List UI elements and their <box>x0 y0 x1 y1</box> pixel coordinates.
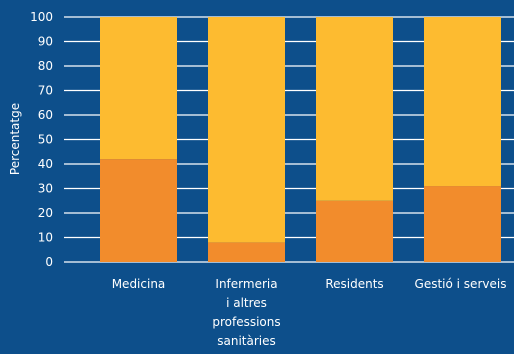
bar-segment-1 <box>424 186 501 262</box>
y-tick-label: 10 <box>38 231 53 245</box>
bar-segment-2 <box>316 17 393 201</box>
y-tick-label: 100 <box>30 10 53 24</box>
bar-segment-1 <box>316 200 393 262</box>
y-tick-label: 70 <box>38 84 53 98</box>
x-category-label: professions <box>212 315 280 329</box>
y-tick-label: 0 <box>45 255 53 269</box>
bar-layer <box>100 17 501 262</box>
bar-segment-2 <box>100 17 177 160</box>
x-category-label: Residents <box>325 277 383 291</box>
y-tick-label: 90 <box>38 35 53 49</box>
x-category-label: Gestió i serveis <box>415 277 507 291</box>
bar-segment-2 <box>208 17 285 243</box>
y-tick-label: 30 <box>38 182 53 196</box>
y-tick-label: 60 <box>38 108 53 122</box>
x-category-label: sanitàries <box>217 334 276 348</box>
x-category-label: i altres <box>226 296 267 310</box>
x-category-label: Medicina <box>112 277 166 291</box>
y-tick-label: 80 <box>38 59 53 73</box>
x-axis-labels: Medicina Infermeria i altres professions san… <box>112 277 507 348</box>
y-tick-label: 20 <box>38 206 53 220</box>
bar-segment-2 <box>424 17 501 187</box>
y-tick-label: 50 <box>38 133 53 147</box>
y-axis-ticks: 0 10 20 30 40 50 60 70 80 90 100 <box>30 10 53 269</box>
bar-segment-1 <box>208 242 285 262</box>
x-category-label: Infermeria <box>215 277 277 291</box>
bar-segment-1 <box>100 159 177 262</box>
y-axis-title: Percentatge <box>8 103 22 175</box>
y-tick-label: 40 <box>38 157 53 171</box>
